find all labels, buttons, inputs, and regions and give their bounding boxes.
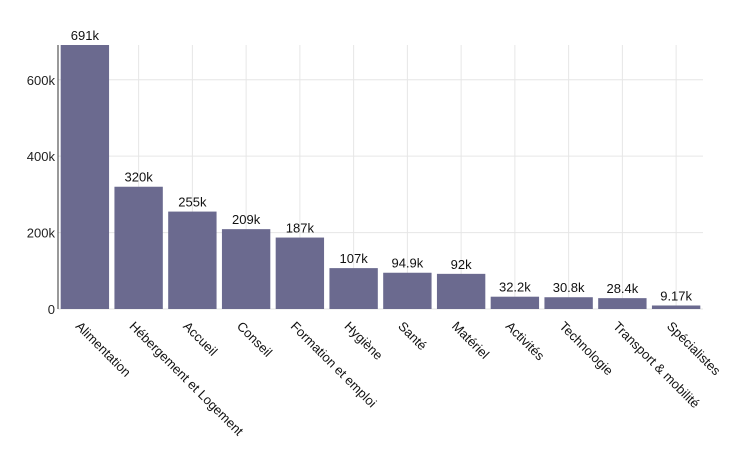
bar [114,186,163,309]
bar [60,45,110,309]
bar [168,211,217,309]
data-label: 691k [71,28,100,43]
bar [490,296,540,309]
x-tick-label: Accueil [180,319,220,359]
data-label: 92k [451,257,472,272]
y-axis: 0 200k 400k 600k [27,45,59,317]
data-label: 94.9k [391,256,423,271]
y-tick-label: 0 [48,302,55,317]
bar [383,272,432,309]
bars [60,45,701,309]
bar [544,297,593,309]
data-label: 9.17k [660,288,692,303]
y-tick-label: 400k [27,149,56,164]
data-label: 255k [178,195,207,210]
data-label: 320k [125,170,154,185]
y-tick-label: 200k [27,226,56,241]
gridlines [58,45,703,310]
data-label: 107k [340,251,369,266]
x-tick-label: Matériel [449,319,492,362]
x-tick-label: Hygiène [342,319,386,363]
bar [651,305,701,309]
data-labels: 691k 320k 255k 209k 187k 107k 94.9k 92k 32.2k 30.… [71,28,693,303]
x-tick-label: Hébergement et Logement [127,319,247,439]
bar [221,229,271,309]
bar [275,237,325,309]
x-tick-label: Conseil [234,319,275,360]
bar [329,268,378,309]
bar [436,273,486,309]
x-tick-label: Technologie [557,319,617,379]
data-label: 187k [286,221,315,236]
data-label: 30.8k [553,280,585,295]
x-tick-label: Activités [503,319,548,364]
x-tick-label: Santé [395,319,430,354]
bar [598,298,647,309]
y-tick-label: 600k [27,73,56,88]
x-tick-label: Alimentation [73,319,134,380]
data-label: 28.4k [606,281,638,296]
data-label: 32.2k [499,280,531,295]
data-label: 209k [232,212,261,227]
